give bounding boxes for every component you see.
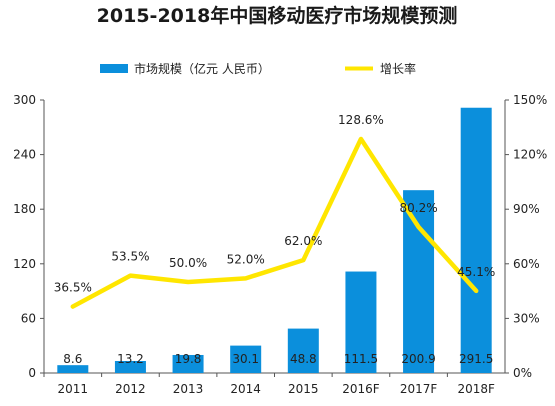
y-right-tick-label: 30% <box>513 311 540 325</box>
bar-value-label: 13.2 <box>117 352 144 366</box>
bar-value-label: 291.5 <box>459 352 493 366</box>
bar-value-label: 30.1 <box>232 352 259 366</box>
growth-value-label: 62.0% <box>284 234 322 248</box>
growth-value-label: 53.5% <box>111 250 149 264</box>
y-right-tick-label: 90% <box>513 202 540 216</box>
x-tick-label: 2012 <box>115 382 146 396</box>
y-right-tick-label: 0% <box>513 366 532 380</box>
growth-line <box>70 136 479 309</box>
legend-line-label: 增长率 <box>380 61 416 76</box>
chart-title: 2015-2018年中国移动医疗市场规模预测 <box>97 4 458 27</box>
legend-bar-label: 市场规模（亿元 人民币） <box>134 61 270 76</box>
bar-value-label: 48.8 <box>290 352 317 366</box>
bars <box>57 107 492 374</box>
bar-value-label: 111.5 <box>344 352 378 366</box>
y-left-tick-label: 120 <box>13 257 36 271</box>
x-tick-label: 2018F <box>457 382 495 396</box>
bar-value-label: 19.8 <box>175 352 202 366</box>
x-tick-label: 2017F <box>400 382 438 396</box>
bar-value-label: 8.6 <box>63 352 82 366</box>
bar-2014 <box>230 345 262 373</box>
bar-2015 <box>287 328 319 373</box>
bar-2016F <box>345 271 377 373</box>
y-left-tick-label: 240 <box>13 148 36 162</box>
growth-value-label: 36.5% <box>54 281 92 295</box>
x-tick-label: 2014 <box>230 382 261 396</box>
y-left-tick-label: 300 <box>13 93 36 107</box>
y-right-tick-label: 120% <box>513 148 547 162</box>
bar-2018F <box>460 107 492 374</box>
growth-value-label: 45.1% <box>457 265 495 279</box>
legend-bar-swatch <box>100 64 128 73</box>
bar-2017F <box>403 190 435 373</box>
legend: 市场规模（亿元 人民币） 增长率 <box>100 61 416 76</box>
bar-value-label: 200.9 <box>401 352 435 366</box>
y-right-tick-label: 60% <box>513 257 540 271</box>
growth-value-label: 80.2% <box>400 201 438 215</box>
growth-rate-line <box>70 136 479 309</box>
y-left-tick-label: 0 <box>28 366 36 380</box>
growth-value-label: 128.6% <box>338 113 384 127</box>
x-tick-label: 2011 <box>58 382 89 396</box>
growth-value-label: 52.0% <box>227 252 265 266</box>
y-left-tick-label: 60 <box>21 311 36 325</box>
y-right-tick-label: 150% <box>513 93 547 107</box>
bar-2011 <box>57 365 89 373</box>
axes: 0 60 120 180 240 300 0% 30% 60% 90% 120% 150% 2011 20… <box>13 93 547 396</box>
x-tick-label: 2015 <box>288 382 319 396</box>
bar-2012 <box>114 360 146 373</box>
growth-value-label: 50.0% <box>169 256 207 270</box>
data-labels: 8.6 13.2 19.8 30.1 48.8 111.5 200.9 291.5 36.5% 5… <box>54 113 496 366</box>
x-tick-label: 2013 <box>173 382 204 396</box>
x-tick-label: 2016F <box>342 382 380 396</box>
y-left-tick-label: 180 <box>13 202 36 216</box>
bar-2013 <box>172 354 204 373</box>
